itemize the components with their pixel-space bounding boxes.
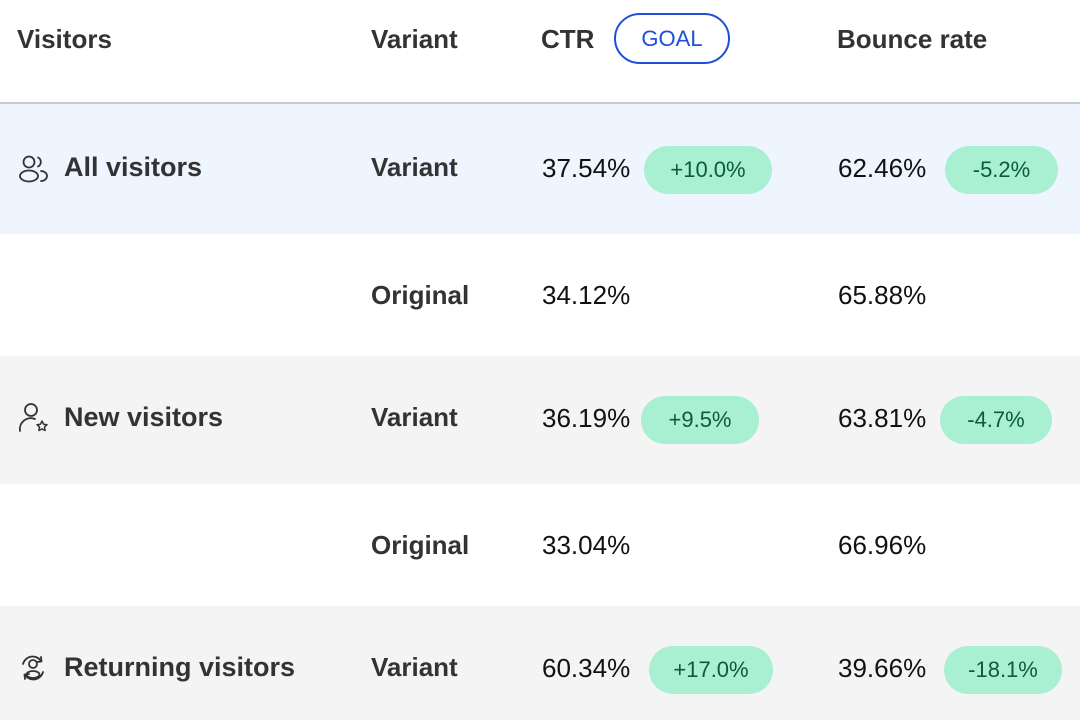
bounce-delta-badge: -18.1% (944, 646, 1062, 694)
bounce-value: 66.96% (838, 530, 927, 560)
ctr-value: 36.19% (542, 403, 631, 433)
variant-label: Variant (371, 652, 458, 682)
table-header: Visitors Variant CTR GOAL Bounce rate (0, 0, 1080, 104)
variant-label: Variant (371, 152, 458, 182)
variant-label: Variant (371, 402, 458, 432)
bounce-value: 63.81% (838, 403, 927, 433)
ctr-value: 37.54% (542, 153, 631, 183)
ctr-delta-badge: +9.5% (641, 396, 759, 444)
ctr-delta-badge: +10.0% (644, 146, 772, 194)
table-row-all-visitors-original[interactable]: Original 34.12% 65.88% (0, 234, 1080, 356)
users-group-icon (19, 155, 48, 183)
user-star-icon (18, 403, 48, 432)
table-row-all-visitors-variant[interactable]: All visitors Variant 37.54% +10.0% 62.46… (0, 104, 1080, 234)
variant-label: Original (371, 280, 470, 310)
column-header-variant: Variant (371, 24, 458, 54)
ctr-value: 34.12% (542, 280, 631, 310)
bounce-delta-badge: -5.2% (945, 146, 1058, 194)
segment-label: All visitors (64, 152, 203, 182)
bounce-value: 39.66% (838, 653, 927, 683)
goal-badge[interactable]: GOAL (614, 13, 730, 64)
ctr-value: 33.04% (542, 530, 631, 560)
column-header-ctr: CTR (541, 24, 595, 54)
bounce-delta-badge: -4.7% (940, 396, 1052, 444)
table-row-new-visitors-original[interactable]: Original 33.04% 66.96% (0, 484, 1080, 606)
column-header-visitors: Visitors (17, 24, 112, 54)
table-row-returning-visitors-variant[interactable]: Returning visitors Variant 60.34% +17.0%… (0, 606, 1080, 720)
column-header-bounce-rate: Bounce rate (837, 24, 988, 54)
segment-label: Returning visitors (64, 652, 296, 682)
bounce-value: 65.88% (838, 280, 927, 310)
bounce-value: 62.46% (838, 153, 927, 183)
user-cycle-icon (22, 655, 44, 681)
ctr-delta-badge: +17.0% (649, 646, 773, 694)
variant-label: Original (371, 530, 470, 560)
ctr-value: 60.34% (542, 653, 631, 683)
segment-label: New visitors (64, 402, 224, 432)
table-row-new-visitors-variant[interactable]: New visitors Variant 36.19% +9.5% 63.81%… (0, 356, 1080, 484)
